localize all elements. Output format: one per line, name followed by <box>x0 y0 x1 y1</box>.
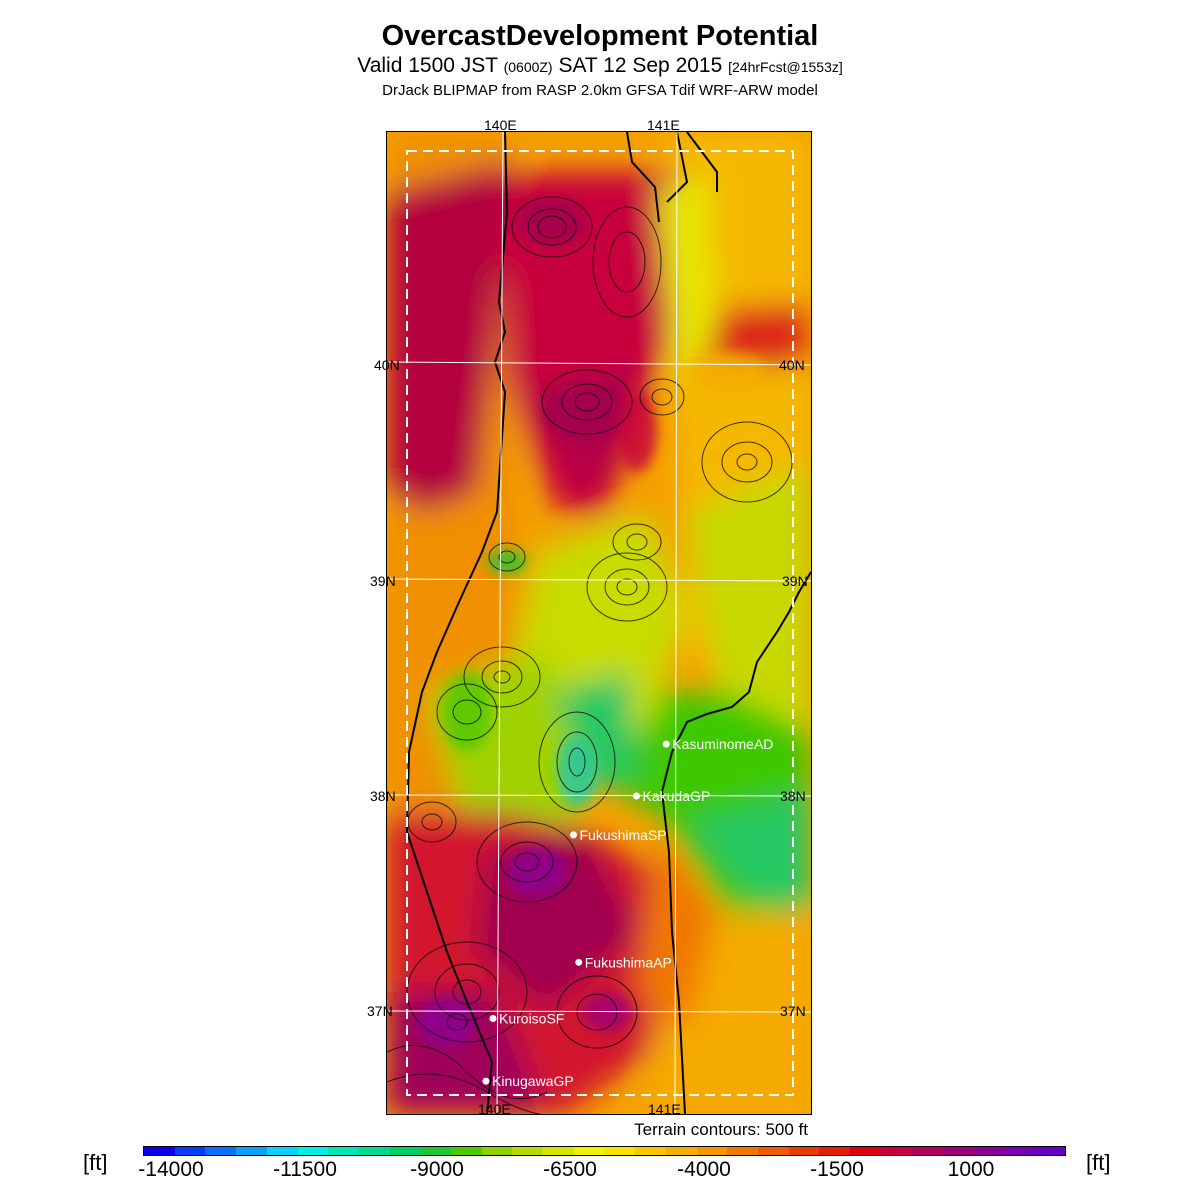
coastline <box>405 132 811 1114</box>
color-swatch-3 <box>236 1147 267 1155</box>
color-swatch-2 <box>205 1147 237 1155</box>
lat-lon-grid <box>387 132 811 1114</box>
color-swatch-10 <box>451 1147 482 1155</box>
color-swatch-27 <box>972 1147 1004 1155</box>
site-marker <box>575 958 583 966</box>
map-title: OvercastDevelopment Potential <box>381 20 819 52</box>
color-swatch-26 <box>942 1147 973 1155</box>
site-label: KinugawaGP <box>492 1073 574 1089</box>
color-swatch-20 <box>758 1147 789 1155</box>
colorbar-tick-label: -4000 <box>677 1158 731 1181</box>
date-text: SAT 12 Sep 2015 <box>552 54 729 77</box>
utc-time-text: (0600Z) <box>503 59 553 75</box>
site-label: KuroisoSF <box>499 1010 564 1026</box>
forecast-map: KasuminomeAD KakudaGP FukushimaSP Fukushima… <box>386 131 812 1115</box>
lat-label-40n-left: 40N <box>374 357 400 373</box>
color-swatch-29 <box>1034 1147 1066 1155</box>
forecast-tag: [24hrFcst@1553z] <box>728 59 843 75</box>
model-description: DrJack BLIPMAP from RASP 2.0km GFSA Tdif… <box>382 82 818 99</box>
color-swatch-6 <box>328 1147 359 1155</box>
color-swatch-12 <box>512 1147 544 1155</box>
color-swatch-23 <box>850 1147 881 1155</box>
color-swatch-13 <box>543 1147 574 1155</box>
colorbar-tick-label: -6500 <box>543 1158 597 1181</box>
color-swatch-1 <box>174 1147 206 1155</box>
unit-label-left: [ft] <box>83 1150 108 1175</box>
inner-domain-box <box>406 150 794 1096</box>
color-swatch-25 <box>911 1147 943 1155</box>
site-marker <box>662 740 670 748</box>
lat-label-38n-right: 38N <box>780 788 806 804</box>
site-marker <box>489 1014 497 1022</box>
terrain-contours <box>387 196 793 1114</box>
lat-label-39n-right: 39N <box>782 573 808 589</box>
lat-label-37n-left: 37N <box>367 1003 393 1019</box>
site-label: FukushimaAP <box>585 954 672 970</box>
lat-label-39n-left: 39N <box>370 573 396 589</box>
color-swatch-22 <box>819 1147 851 1155</box>
color-swatch-16 <box>635 1147 666 1155</box>
color-swatch-0 <box>144 1147 175 1155</box>
site-label: KakudaGP <box>643 788 711 804</box>
color-swatch-15 <box>604 1147 636 1155</box>
lat-label-40n-right: 40N <box>779 357 805 373</box>
lat-label-37n-right: 37N <box>780 1003 806 1019</box>
colorbar-tick-label: 1000 <box>947 1158 995 1181</box>
lon-label-141e-bottom: 141E <box>648 1101 681 1117</box>
colorbar-tick-label: -14000 <box>138 1158 204 1181</box>
color-swatch-18 <box>696 1147 728 1155</box>
overcast-field <box>387 132 811 1114</box>
color-swatch-9 <box>420 1147 452 1155</box>
unit-label-right: [ft] <box>1086 1150 1111 1175</box>
color-swatch-28 <box>1003 1147 1035 1155</box>
color-swatch-21 <box>788 1147 820 1155</box>
color-swatch-17 <box>665 1147 697 1155</box>
color-swatch-19 <box>727 1147 759 1155</box>
colorbar-tick-label: -11500 <box>273 1158 337 1181</box>
site-marker <box>633 792 640 800</box>
site-markers: KasuminomeAD KakudaGP FukushimaSP Fukushima… <box>482 736 773 1089</box>
terrain-contour-note: Terrain contours: 500 ft <box>634 1120 808 1139</box>
color-swatch-7 <box>358 1147 390 1155</box>
site-marker <box>570 831 577 839</box>
colorbar-tick-label: -9000 <box>410 1158 464 1181</box>
colorbar-tick-label: -1500 <box>810 1158 864 1181</box>
color-swatch-4 <box>266 1147 298 1155</box>
color-swatch-8 <box>389 1147 421 1155</box>
color-swatch-14 <box>573 1147 605 1155</box>
valid-time-subtitle: Valid 1500 JST (0600Z) SAT 12 Sep 2015 [… <box>0 54 1200 78</box>
color-scale-bar <box>143 1146 1066 1156</box>
lon-label-141e-top: 141E <box>647 117 680 133</box>
overcast-detail <box>417 197 767 1047</box>
lat-label-38n-left: 38N <box>370 788 396 804</box>
lon-label-140e-bottom: 140E <box>478 1101 511 1117</box>
color-swatch-5 <box>297 1147 329 1155</box>
valid-time-text: Valid 1500 JST <box>357 54 504 77</box>
color-swatch-11 <box>481 1147 513 1155</box>
site-label: KasuminomeAD <box>672 736 773 752</box>
site-marker <box>482 1077 490 1085</box>
color-swatch-24 <box>880 1147 912 1155</box>
lon-label-140e-top: 140E <box>484 117 517 133</box>
site-label: FukushimaSP <box>580 827 667 843</box>
